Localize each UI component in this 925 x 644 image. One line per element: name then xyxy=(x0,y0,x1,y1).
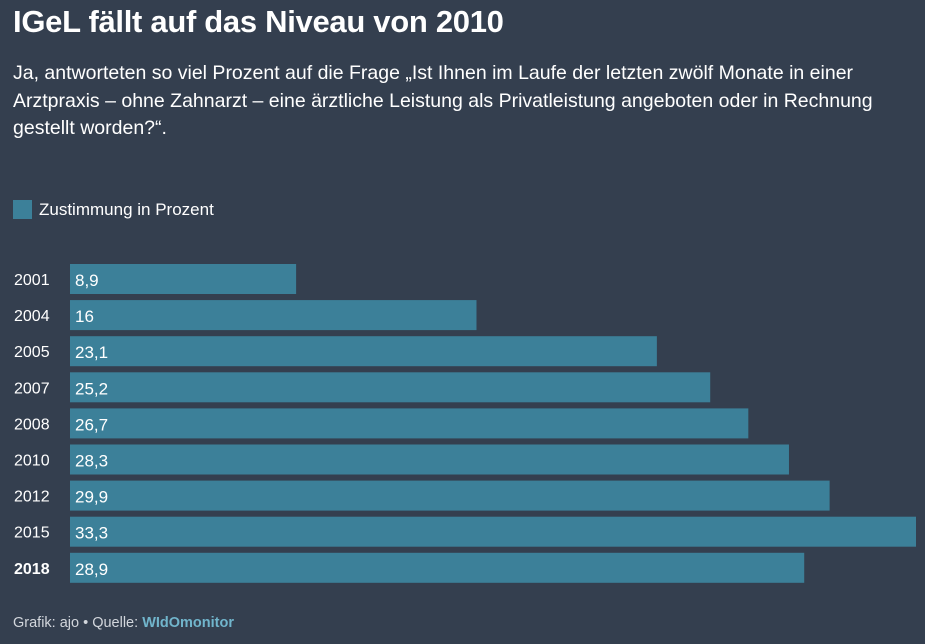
category-label-2010: 2010 xyxy=(14,453,50,470)
category-label-2001: 2001 xyxy=(14,272,50,289)
value-label-2012: 29,9 xyxy=(75,488,108,507)
bar-2005 xyxy=(70,336,657,367)
footer-credit: Grafik: ajo • Quelle: xyxy=(13,615,143,631)
bar-2018 xyxy=(70,552,805,583)
category-label-2005: 2005 xyxy=(14,344,50,361)
value-label-2015: 33,3 xyxy=(75,524,108,543)
bar-2010 xyxy=(70,444,789,475)
bar-2001 xyxy=(70,264,297,294)
value-label-2018: 28,9 xyxy=(75,560,108,579)
bar-2008 xyxy=(70,408,749,439)
value-label-2010: 28,3 xyxy=(75,452,108,471)
value-label-2007: 25,2 xyxy=(75,379,108,398)
legend-swatch xyxy=(13,199,32,219)
bar-2007 xyxy=(70,372,711,403)
category-label-2018: 2018 xyxy=(14,561,50,578)
legend: Zustimmung in Prozent xyxy=(13,199,214,220)
legend-label: Zustimmung in Prozent xyxy=(39,200,214,219)
bar-2004 xyxy=(70,300,477,331)
category-label-2008: 2008 xyxy=(14,416,50,433)
chart-subtitle: Ja, antworteten so viel Prozent auf die … xyxy=(13,62,873,139)
category-label-2004: 2004 xyxy=(14,308,50,325)
category-label-2015: 2015 xyxy=(14,525,50,542)
value-label-2001: 8,9 xyxy=(75,271,99,290)
footer-source-link[interactable]: WIdOmonitor xyxy=(142,615,235,631)
chart-title: IGeL fällt auf das Niveau von 2010 xyxy=(13,4,504,39)
value-label-2008: 26,7 xyxy=(75,415,108,434)
value-label-2005: 23,1 xyxy=(75,343,108,362)
bar-2012 xyxy=(70,480,830,511)
category-label-2012: 2012 xyxy=(14,489,50,506)
category-label-2007: 2007 xyxy=(14,380,50,397)
bar-2015 xyxy=(70,516,916,547)
value-label-2004: 16 xyxy=(75,307,94,326)
footer: Grafik: ajo • Quelle: WIdOmonitor xyxy=(13,615,234,631)
